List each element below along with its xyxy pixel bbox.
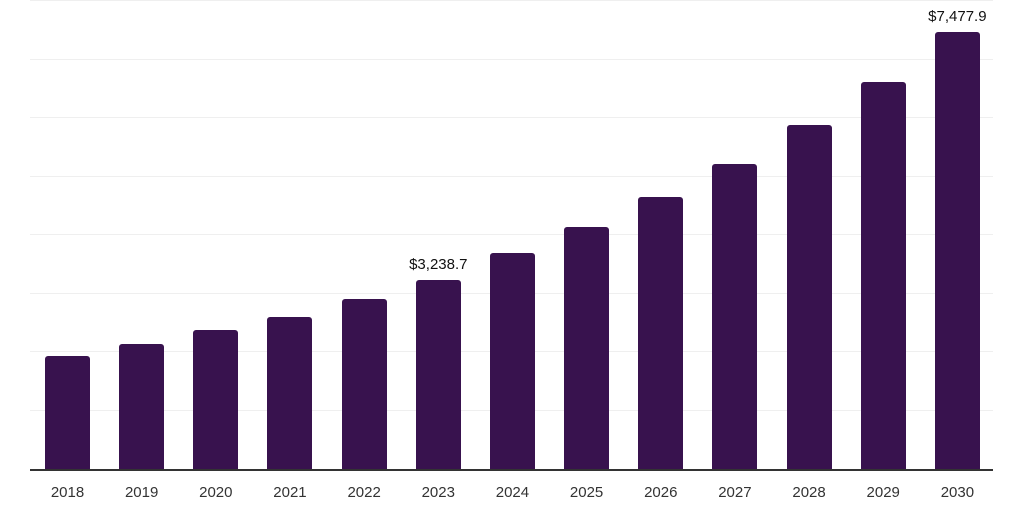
bars: $3,238.7 $7,477.9: [30, 1, 993, 469]
gridline-8000: [30, 0, 993, 1]
x-tick-2018: 2018: [50, 483, 85, 501]
bar-cell-2025: [564, 1, 610, 469]
plot-area: $3,238.7 $7,477.9: [30, 0, 993, 471]
bar-cell-2022: [341, 1, 387, 469]
x-tick-2021: 2021: [273, 483, 307, 501]
x-tick-2020: 2020: [199, 483, 233, 501]
gridline-7000: [30, 58, 993, 60]
gridline-4000: [30, 234, 993, 235]
bar-cell-2020: [193, 1, 239, 469]
bar-cell-2021: [267, 1, 313, 469]
bar-2029: [860, 81, 906, 469]
bar-2023: [415, 279, 461, 469]
x-tick-2023: 2023: [421, 483, 455, 501]
x-tick-2028: 2028: [792, 483, 826, 501]
gridline-6000: [30, 117, 993, 118]
x-tick-2026: 2026: [644, 483, 678, 501]
bar-2018: [45, 356, 90, 469]
bar-2028: [786, 125, 832, 469]
bar-cell-2018: [45, 1, 90, 469]
bar-cell-2023: $3,238.7: [409, 1, 467, 469]
bar-cell-2026: [638, 1, 684, 469]
data-label-2030: $7,477.9: [928, 7, 987, 25]
bar-cell-2029: [860, 1, 906, 469]
x-tick-2022: 2022: [347, 483, 381, 501]
bar-2019: [119, 343, 165, 469]
bar-2026: [638, 197, 684, 469]
bar-cell-2030: $7,477.9: [928, 1, 987, 469]
gridline-5000: [30, 175, 993, 177]
x-axis-labels: 2018 2019 2020 2021 2022 2023 2024 2025 2026 2027…: [30, 472, 993, 512]
x-tick-2024: 2024: [495, 483, 530, 501]
bar-2030: [934, 31, 980, 469]
x-tick-2030: 2030: [940, 483, 975, 501]
bar-2024: [489, 253, 535, 469]
x-tick-2027: 2027: [718, 483, 752, 501]
x-tick-2025: 2025: [569, 483, 604, 501]
bar-2020: [193, 330, 239, 469]
x-tick-2029: 2029: [866, 483, 900, 501]
bar-cell-2019: [119, 1, 165, 469]
bar-2021: [267, 316, 313, 469]
bar-cell-2027: [712, 1, 758, 469]
x-tick-2019: 2019: [124, 483, 159, 501]
bar-2027: [712, 163, 758, 469]
data-label-2023: $3,238.7: [409, 255, 468, 273]
bar-2025: [564, 226, 610, 469]
bar-2022: [341, 299, 387, 469]
bar-cell-2024: [489, 1, 535, 469]
bar-cell-2028: [786, 1, 832, 469]
